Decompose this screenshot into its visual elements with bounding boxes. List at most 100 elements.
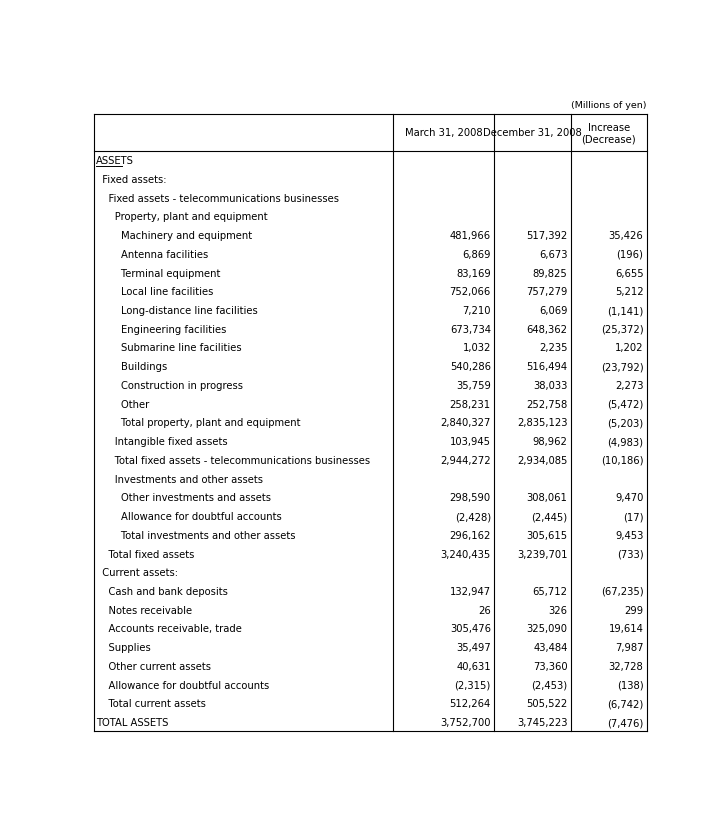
Text: 2,235: 2,235 xyxy=(539,343,568,353)
Text: 3,752,700: 3,752,700 xyxy=(440,717,491,727)
Text: Total fixed assets: Total fixed assets xyxy=(96,549,194,559)
Text: (2,428): (2,428) xyxy=(455,512,491,522)
Text: 516,494: 516,494 xyxy=(526,362,568,372)
Text: 540,286: 540,286 xyxy=(450,362,491,372)
Text: Long-distance line facilities: Long-distance line facilities xyxy=(96,306,257,315)
Text: Total property, plant and equipment: Total property, plant and equipment xyxy=(96,418,301,428)
Text: 5,212: 5,212 xyxy=(615,287,643,297)
Text: (23,792): (23,792) xyxy=(601,362,643,372)
Text: Allowance for doubtful accounts: Allowance for doubtful accounts xyxy=(96,680,269,690)
Text: 481,966: 481,966 xyxy=(450,231,491,241)
Text: Local line facilities: Local line facilities xyxy=(96,287,213,297)
Text: 308,061: 308,061 xyxy=(526,493,568,503)
Text: (138): (138) xyxy=(617,680,643,690)
Text: 32,728: 32,728 xyxy=(609,661,643,671)
Text: 505,522: 505,522 xyxy=(526,699,568,709)
Text: 296,162: 296,162 xyxy=(450,530,491,540)
Text: 3,239,701: 3,239,701 xyxy=(517,549,568,559)
Text: Property, plant and equipment: Property, plant and equipment xyxy=(96,212,268,222)
Text: 35,426: 35,426 xyxy=(609,231,643,241)
Text: 512,264: 512,264 xyxy=(450,699,491,709)
Text: Supplies: Supplies xyxy=(96,643,150,652)
Text: Investments and other assets: Investments and other assets xyxy=(96,474,263,484)
Text: 83,169: 83,169 xyxy=(456,268,491,278)
Text: (1,141): (1,141) xyxy=(607,306,643,315)
Text: ASSETS: ASSETS xyxy=(96,156,134,166)
Text: 7,210: 7,210 xyxy=(462,306,491,315)
Text: 6,673: 6,673 xyxy=(539,249,568,259)
Text: 2,944,272: 2,944,272 xyxy=(440,455,491,465)
Text: (67,235): (67,235) xyxy=(601,586,643,596)
Text: 252,758: 252,758 xyxy=(526,399,568,409)
Text: 2,840,327: 2,840,327 xyxy=(440,418,491,428)
Text: Construction in progress: Construction in progress xyxy=(96,381,243,391)
Text: 6,069: 6,069 xyxy=(539,306,568,315)
Text: 258,231: 258,231 xyxy=(450,399,491,409)
Text: 26: 26 xyxy=(478,605,491,615)
Text: 305,615: 305,615 xyxy=(526,530,568,540)
Text: 3,240,435: 3,240,435 xyxy=(440,549,491,559)
Text: March 31, 2008: March 31, 2008 xyxy=(405,128,482,138)
Text: 65,712: 65,712 xyxy=(533,586,568,596)
Text: Allowance for doubtful accounts: Allowance for doubtful accounts xyxy=(96,512,282,522)
Text: (2,315): (2,315) xyxy=(455,680,491,690)
Text: 98,962: 98,962 xyxy=(533,436,568,446)
Text: 305,476: 305,476 xyxy=(450,623,491,633)
Text: (7,476): (7,476) xyxy=(607,717,643,727)
Text: 673,734: 673,734 xyxy=(450,325,491,335)
Text: December 31, 2008: December 31, 2008 xyxy=(483,128,582,138)
Text: 757,279: 757,279 xyxy=(526,287,568,297)
Text: 35,759: 35,759 xyxy=(456,381,491,391)
Text: Total investments and other assets: Total investments and other assets xyxy=(96,530,296,540)
Text: Notes receivable: Notes receivable xyxy=(96,605,192,615)
Text: 752,066: 752,066 xyxy=(450,287,491,297)
Text: Intangible fixed assets: Intangible fixed assets xyxy=(96,436,228,446)
Text: 1,032: 1,032 xyxy=(463,343,491,353)
Text: 43,484: 43,484 xyxy=(533,643,568,652)
Text: Total fixed assets - telecommunications businesses: Total fixed assets - telecommunications … xyxy=(96,455,370,465)
Text: 103,945: 103,945 xyxy=(450,436,491,446)
Text: 132,947: 132,947 xyxy=(450,586,491,596)
Text: (2,453): (2,453) xyxy=(531,680,568,690)
Text: 38,033: 38,033 xyxy=(533,381,568,391)
Text: Cash and bank deposits: Cash and bank deposits xyxy=(96,586,228,596)
Text: 648,362: 648,362 xyxy=(526,325,568,335)
Text: 73,360: 73,360 xyxy=(533,661,568,671)
Text: (6,742): (6,742) xyxy=(607,699,643,709)
Text: Machinery and equipment: Machinery and equipment xyxy=(96,231,252,241)
Text: 6,869: 6,869 xyxy=(462,249,491,259)
Text: Other current assets: Other current assets xyxy=(96,661,211,671)
Text: 3,745,223: 3,745,223 xyxy=(517,717,568,727)
Text: (5,472): (5,472) xyxy=(607,399,643,409)
Text: Other: Other xyxy=(96,399,149,409)
Text: 1,202: 1,202 xyxy=(615,343,643,353)
Text: 9,453: 9,453 xyxy=(615,530,643,540)
Text: (5,203): (5,203) xyxy=(607,418,643,428)
Text: Antenna facilities: Antenna facilities xyxy=(96,249,208,259)
Text: (733): (733) xyxy=(617,549,643,559)
Text: 2,934,085: 2,934,085 xyxy=(517,455,568,465)
Text: Terminal equipment: Terminal equipment xyxy=(96,268,221,278)
Text: (10,186): (10,186) xyxy=(601,455,643,465)
Text: 9,470: 9,470 xyxy=(615,493,643,503)
Text: Buildings: Buildings xyxy=(96,362,167,372)
Text: (196): (196) xyxy=(617,249,643,259)
Text: 40,631: 40,631 xyxy=(456,661,491,671)
Text: Other investments and assets: Other investments and assets xyxy=(96,493,271,503)
Text: 299: 299 xyxy=(625,605,643,615)
Text: 326: 326 xyxy=(549,605,568,615)
Text: 298,590: 298,590 xyxy=(450,493,491,503)
Text: (2,445): (2,445) xyxy=(531,512,568,522)
Text: 19,614: 19,614 xyxy=(609,623,643,633)
Text: Fixed assets:: Fixed assets: xyxy=(96,175,166,185)
Text: 35,497: 35,497 xyxy=(456,643,491,652)
Text: TOTAL ASSETS: TOTAL ASSETS xyxy=(96,717,168,727)
Text: 89,825: 89,825 xyxy=(533,268,568,278)
Text: Accounts receivable, trade: Accounts receivable, trade xyxy=(96,623,241,633)
Text: (25,372): (25,372) xyxy=(601,325,643,335)
Text: 517,392: 517,392 xyxy=(526,231,568,241)
Text: (Millions of yen): (Millions of yen) xyxy=(571,101,647,110)
Text: 2,273: 2,273 xyxy=(615,381,643,391)
Text: Current assets:: Current assets: xyxy=(96,567,178,578)
Text: 2,835,123: 2,835,123 xyxy=(517,418,568,428)
